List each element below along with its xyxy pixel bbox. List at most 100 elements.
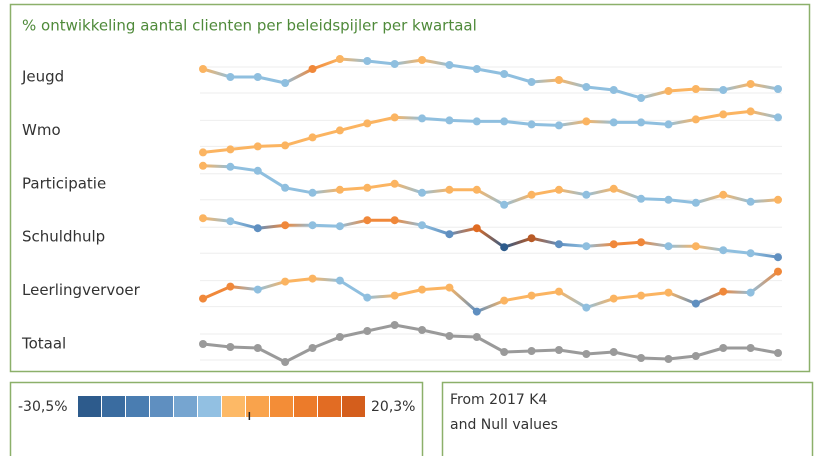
data-point <box>418 188 427 197</box>
data-point <box>691 85 700 93</box>
data-point <box>719 246 728 255</box>
line-segment <box>365 323 397 333</box>
line-segment <box>420 328 451 338</box>
legend-swatch <box>318 396 341 417</box>
data-point <box>199 294 207 303</box>
line-segment <box>420 188 451 195</box>
data-point <box>527 78 536 86</box>
note-line: and Null values <box>450 417 558 433</box>
data-point <box>418 326 427 334</box>
line-segment <box>393 288 424 298</box>
line-segment <box>311 223 342 228</box>
line-segment <box>584 85 616 92</box>
data-point <box>472 117 481 126</box>
data-point <box>637 94 646 102</box>
line-segment <box>557 78 588 89</box>
line-segment <box>228 345 260 350</box>
line-segment <box>557 290 588 310</box>
line-segment <box>447 63 479 71</box>
line-segment <box>228 144 260 151</box>
data-point <box>226 145 235 154</box>
line-segment <box>256 75 287 85</box>
line-segment <box>666 198 698 205</box>
data-point <box>554 76 563 84</box>
line-segment <box>749 82 780 91</box>
line-segment <box>584 242 616 248</box>
line-segment <box>201 67 232 79</box>
data-point <box>637 194 646 203</box>
line-segment <box>502 236 534 249</box>
data-point <box>472 185 481 194</box>
data-point <box>445 116 454 125</box>
legend-swatch <box>78 396 101 417</box>
line-segment <box>694 87 725 92</box>
data-point <box>774 349 782 357</box>
legend-swatch <box>342 396 365 417</box>
line-segment <box>584 350 616 356</box>
line-segment <box>749 198 780 204</box>
data-point <box>253 142 262 151</box>
line-segment <box>639 197 670 202</box>
line-segment <box>612 187 643 201</box>
data-point <box>390 291 399 300</box>
data-point <box>418 56 427 64</box>
data-point <box>335 222 344 231</box>
line-segment <box>256 280 287 292</box>
data-point <box>774 85 782 93</box>
data-point <box>582 190 591 199</box>
line-segment <box>694 193 725 205</box>
line-segment <box>201 285 232 301</box>
line-segment <box>393 218 424 227</box>
data-point <box>719 86 728 94</box>
data-point <box>226 343 235 351</box>
data-point <box>609 184 618 193</box>
data-point <box>527 347 536 355</box>
data-point <box>281 358 290 366</box>
line-segment <box>201 342 232 349</box>
data-point <box>554 287 563 296</box>
line-segment <box>338 279 369 300</box>
data-point <box>609 118 618 127</box>
line-segment <box>721 248 753 255</box>
line-segment <box>365 182 397 190</box>
legend-swatch <box>126 396 149 417</box>
data-point <box>609 86 618 94</box>
data-point <box>554 240 563 249</box>
data-point <box>691 198 700 207</box>
data-point <box>199 148 207 157</box>
data-point <box>363 119 372 128</box>
line-segment <box>530 188 561 197</box>
legend-swatch <box>150 396 173 417</box>
data-point <box>199 161 207 170</box>
line-segment <box>530 122 561 127</box>
legend-swatch <box>294 396 317 417</box>
line-segment <box>639 120 670 126</box>
legend-swatch <box>246 396 269 417</box>
legend-swatch <box>222 396 245 417</box>
line-segment <box>365 59 397 66</box>
line-segment <box>749 109 780 119</box>
data-point <box>418 221 427 230</box>
data-point <box>582 303 591 312</box>
line-segment <box>530 78 561 84</box>
data-point <box>363 57 372 65</box>
line-segment <box>557 242 588 248</box>
line-segment <box>557 119 588 127</box>
data-point <box>226 217 235 226</box>
line-segment <box>447 226 479 236</box>
line-segment <box>721 290 753 295</box>
line-segment <box>666 117 698 126</box>
line-segment <box>475 299 506 314</box>
line-segment <box>584 119 616 124</box>
data-point <box>774 253 782 262</box>
line-segment <box>420 58 451 67</box>
line-segment <box>557 348 588 356</box>
data-point <box>390 60 399 68</box>
data-point <box>500 296 509 305</box>
data-point <box>335 276 344 285</box>
data-point <box>500 70 509 78</box>
line-segment <box>530 290 561 298</box>
data-point <box>472 307 481 316</box>
data-point <box>637 354 646 362</box>
data-point <box>691 115 700 124</box>
